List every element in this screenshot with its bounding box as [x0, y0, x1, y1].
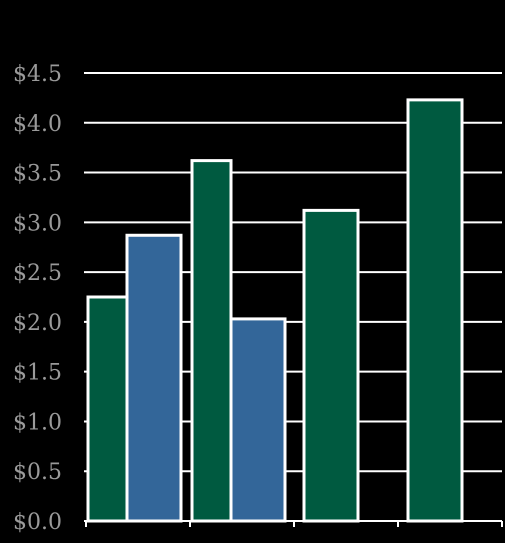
- bar-series-2-group-2: [229, 317, 287, 523]
- y-axis-ticks: $0.0 $0.5 $1.0 $1.5 $2.0 $2.5 $3.0 $3.5 $4.0 $4.5: [13, 62, 62, 535]
- bars: [86, 98, 464, 523]
- y-tick-label: $2.0: [13, 311, 62, 336]
- y-tick-label: $4.5: [13, 62, 62, 87]
- y-tick-label: $0.0: [13, 510, 62, 535]
- y-tick-label: $3.5: [13, 162, 62, 187]
- y-tick-label: $1.5: [13, 361, 62, 386]
- bar-series-1-group-1: [86, 295, 129, 523]
- y-tick-label: $3.0: [13, 211, 62, 236]
- x-axis: [84, 520, 503, 527]
- y-tick-label: $1.0: [13, 410, 62, 435]
- bar-series-2-group-1: [125, 233, 183, 523]
- y-tick-label: $0.5: [13, 460, 62, 485]
- bar-series-1-group-2: [190, 159, 233, 523]
- y-tick-label: $2.5: [13, 261, 62, 286]
- bar-series-1-group-3: [302, 208, 360, 523]
- y-tick-label: $4.0: [13, 112, 62, 137]
- bar-series-1-group-4: [406, 98, 464, 523]
